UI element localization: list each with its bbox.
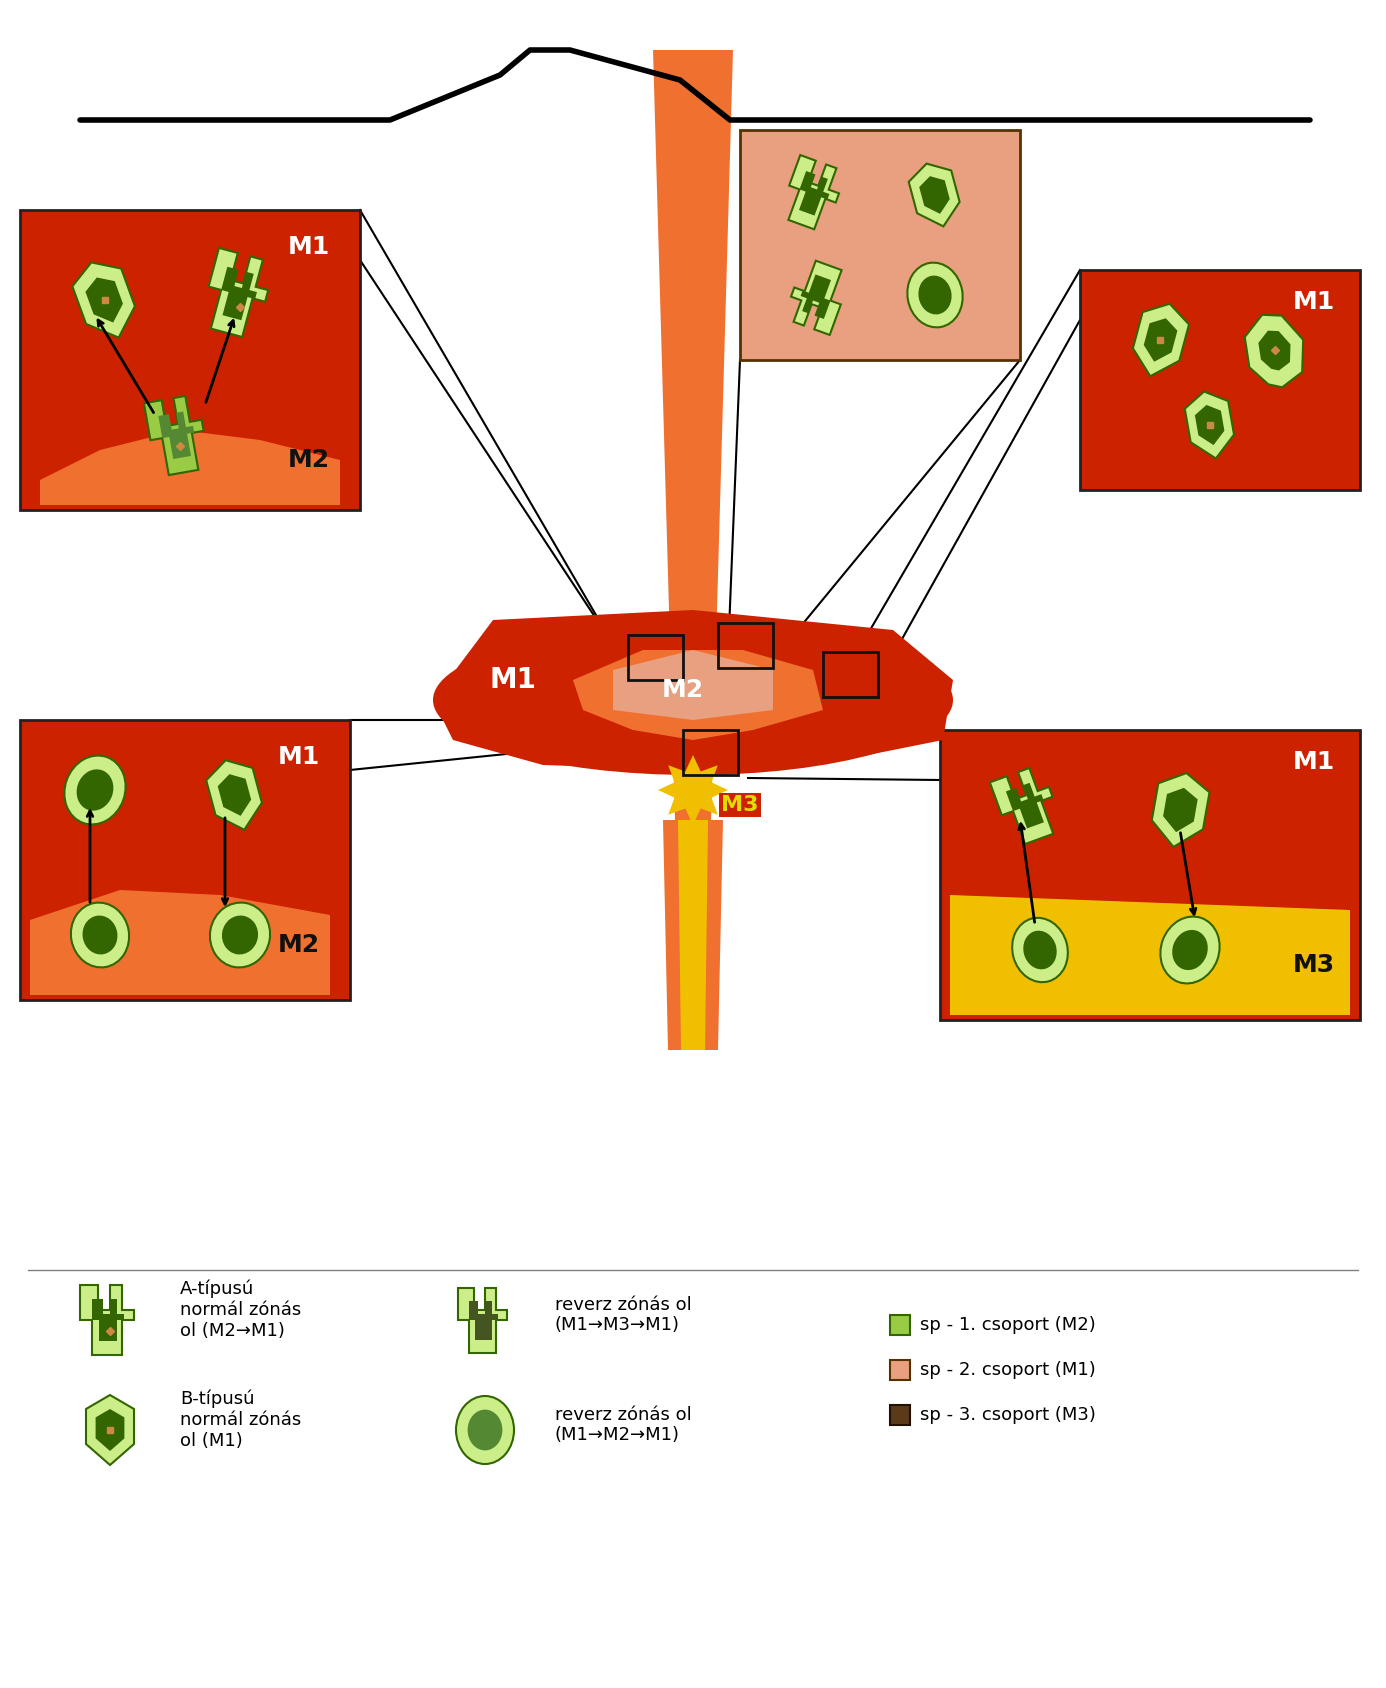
Polygon shape xyxy=(1163,788,1198,832)
Polygon shape xyxy=(91,1300,125,1340)
Ellipse shape xyxy=(1012,918,1067,982)
Text: M2: M2 xyxy=(663,679,704,702)
Polygon shape xyxy=(798,170,829,216)
Polygon shape xyxy=(1245,314,1303,387)
Ellipse shape xyxy=(432,625,954,775)
Ellipse shape xyxy=(1023,930,1056,969)
Polygon shape xyxy=(949,895,1350,1014)
Bar xyxy=(683,729,737,775)
Polygon shape xyxy=(801,275,832,319)
Ellipse shape xyxy=(64,756,126,824)
Polygon shape xyxy=(990,768,1053,844)
Polygon shape xyxy=(468,1300,498,1340)
Text: M3: M3 xyxy=(721,795,758,815)
Ellipse shape xyxy=(1173,930,1207,971)
Text: reverz zónás ol
(M1→M3→M1): reverz zónás ol (M1→M3→M1) xyxy=(554,1296,692,1335)
Polygon shape xyxy=(222,267,256,321)
Ellipse shape xyxy=(83,915,118,954)
Polygon shape xyxy=(663,820,723,1050)
Text: sp - 1. csoport (M2): sp - 1. csoport (M2) xyxy=(920,1317,1096,1334)
Text: M1: M1 xyxy=(1293,290,1335,314)
Polygon shape xyxy=(613,650,773,721)
Ellipse shape xyxy=(222,915,258,954)
Polygon shape xyxy=(457,1288,507,1352)
Text: M1: M1 xyxy=(1293,749,1335,775)
Ellipse shape xyxy=(467,1409,502,1450)
Bar xyxy=(890,1315,911,1335)
Polygon shape xyxy=(218,775,251,815)
Bar xyxy=(1080,270,1360,490)
Polygon shape xyxy=(919,176,949,214)
Ellipse shape xyxy=(908,263,963,327)
Ellipse shape xyxy=(919,275,952,314)
Text: reverz zónás ol
(M1→M2→M1): reverz zónás ol (M1→M2→M1) xyxy=(554,1406,692,1445)
Polygon shape xyxy=(791,260,841,334)
Text: B-típusú
normál zónás
ol (M1): B-típusú normál zónás ol (M1) xyxy=(180,1389,301,1450)
Polygon shape xyxy=(658,755,728,825)
Polygon shape xyxy=(1006,783,1044,829)
Text: M1: M1 xyxy=(277,744,320,770)
Polygon shape xyxy=(432,609,954,770)
Polygon shape xyxy=(96,1409,125,1452)
Polygon shape xyxy=(40,430,340,505)
Text: M3: M3 xyxy=(1293,954,1335,977)
Bar xyxy=(19,209,360,510)
Text: M2: M2 xyxy=(277,933,320,957)
Bar xyxy=(890,1361,911,1381)
Polygon shape xyxy=(653,51,733,820)
Polygon shape xyxy=(80,1285,134,1355)
Text: A-típusú
normál zónás
ol (M2→M1): A-típusú normál zónás ol (M2→M1) xyxy=(180,1280,301,1340)
Polygon shape xyxy=(789,155,839,230)
Bar xyxy=(718,623,773,668)
Text: sp - 3. csoport (M3): sp - 3. csoport (M3) xyxy=(920,1406,1096,1425)
Polygon shape xyxy=(1185,392,1234,459)
Polygon shape xyxy=(909,164,959,226)
Ellipse shape xyxy=(76,770,114,810)
Polygon shape xyxy=(86,1394,134,1465)
Polygon shape xyxy=(678,820,708,1050)
Ellipse shape xyxy=(209,903,270,967)
Bar xyxy=(940,729,1360,1020)
Ellipse shape xyxy=(456,1396,514,1463)
Polygon shape xyxy=(1195,405,1224,446)
Bar xyxy=(823,652,877,697)
Bar xyxy=(890,1404,911,1425)
Text: sp - 2. csoport (M1): sp - 2. csoport (M1) xyxy=(920,1361,1096,1379)
Polygon shape xyxy=(72,262,134,338)
Polygon shape xyxy=(158,412,194,459)
Polygon shape xyxy=(30,890,330,994)
Polygon shape xyxy=(207,760,262,830)
Bar xyxy=(740,130,1020,360)
Polygon shape xyxy=(1258,331,1290,370)
Polygon shape xyxy=(1152,773,1210,847)
Text: M1: M1 xyxy=(288,235,330,258)
Polygon shape xyxy=(209,248,269,338)
Ellipse shape xyxy=(1160,917,1220,984)
Ellipse shape xyxy=(71,903,129,967)
Polygon shape xyxy=(1143,319,1177,361)
Bar xyxy=(628,635,683,680)
Polygon shape xyxy=(86,277,123,322)
Text: M2: M2 xyxy=(288,447,330,473)
Polygon shape xyxy=(144,397,204,474)
Polygon shape xyxy=(1132,304,1189,376)
Bar xyxy=(19,721,351,999)
Text: M1: M1 xyxy=(489,667,536,694)
Polygon shape xyxy=(572,650,823,739)
